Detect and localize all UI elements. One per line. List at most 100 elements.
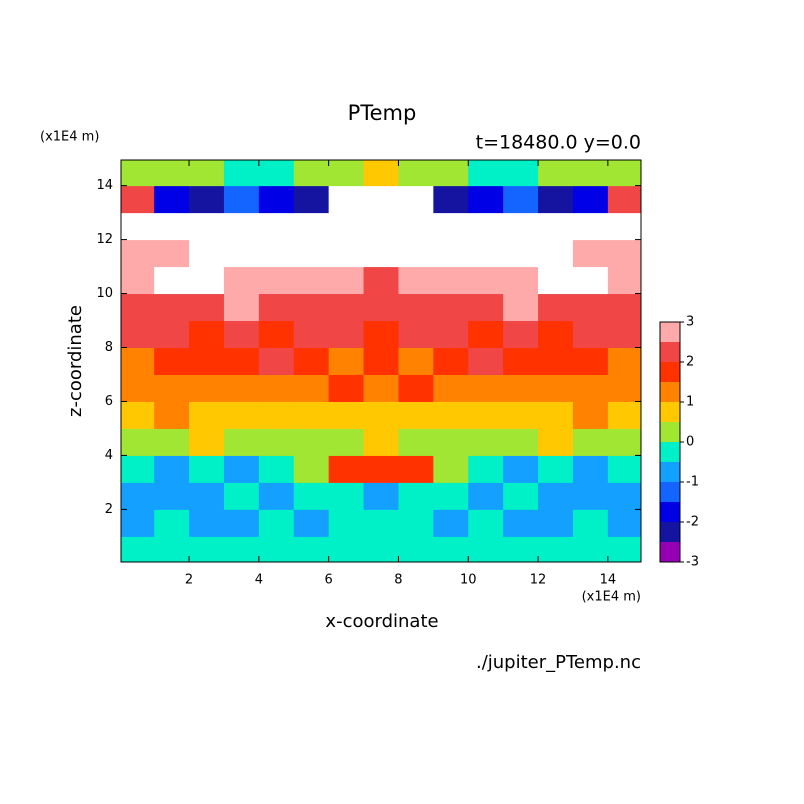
field-cell [607, 266, 641, 295]
field-cell [433, 266, 469, 295]
field-cell [328, 347, 365, 375]
field-cell [572, 320, 609, 349]
field-cell [468, 374, 504, 402]
field-cell [258, 482, 295, 510]
field-cell [538, 293, 574, 322]
field-cell [328, 428, 365, 456]
colorbar-tick-label: -2 [686, 515, 699, 530]
y-tick-label: 2 [105, 502, 113, 517]
x-tick-label: 6 [325, 573, 333, 588]
field-cell [189, 185, 225, 214]
field-cell [433, 455, 469, 483]
field-cell [538, 482, 574, 510]
colorbar-segment [660, 462, 680, 482]
colorbar-tick-label: 0 [686, 435, 694, 450]
field-cell [258, 266, 295, 295]
field-cell [363, 536, 399, 562]
field-cell [433, 185, 469, 214]
field-cell [398, 347, 434, 375]
field-cell [154, 536, 190, 562]
field-cell [258, 455, 295, 483]
colorbar-segment [660, 382, 680, 402]
field-cell [398, 455, 434, 483]
field-cell [607, 347, 641, 375]
x-tick-label: 10 [460, 573, 477, 588]
field-cell [572, 185, 609, 214]
field-cell [503, 320, 539, 349]
field-cell [433, 293, 469, 322]
field-cell [538, 185, 574, 214]
field-cell [607, 320, 641, 349]
field-cell [223, 536, 260, 562]
field-cell [121, 266, 155, 295]
field-cell [328, 212, 365, 241]
field-cell [433, 428, 469, 456]
field-cell [503, 266, 539, 295]
field-cell [607, 509, 641, 537]
field-cell [293, 239, 330, 268]
field-cell [572, 293, 609, 322]
field-cell [398, 428, 434, 456]
field-cell [572, 160, 609, 187]
y-axis-label: z-coordinate [65, 305, 86, 417]
field-cell [121, 428, 155, 456]
field-cell [121, 509, 155, 537]
field-cell [503, 160, 539, 187]
field-cell [189, 160, 225, 187]
field-cell [433, 239, 469, 268]
field-cell [121, 374, 155, 402]
colorbar-segment [660, 522, 680, 542]
field-cell [503, 212, 539, 241]
field-cell [154, 401, 190, 429]
y-unit: (x1E4 m) [40, 130, 99, 145]
field-cell [189, 536, 225, 562]
field-cell [503, 536, 539, 562]
field-cell [468, 428, 504, 456]
field-cell [258, 536, 295, 562]
y-tick-label: 4 [105, 448, 113, 463]
y-tick-label: 14 [96, 178, 113, 193]
field-cell [258, 293, 295, 322]
field-cell [223, 160, 260, 187]
field-cell [293, 160, 330, 187]
field-cell [293, 482, 330, 510]
field-cell [363, 293, 399, 322]
field-cell [154, 293, 190, 322]
field-cell [363, 239, 399, 268]
field-cell [189, 455, 225, 483]
field-cell [154, 428, 190, 456]
field [121, 160, 641, 562]
field-cell [607, 482, 641, 510]
field-cell [538, 212, 574, 241]
field-cell [398, 374, 434, 402]
field-cell [328, 266, 365, 295]
field-cell [121, 239, 155, 268]
plot-frame [120, 159, 642, 563]
field-cell [258, 160, 295, 187]
field-cell [328, 320, 365, 349]
field-cell [154, 239, 190, 268]
field-cell [433, 374, 469, 402]
field-cell [154, 185, 190, 214]
field-cell [293, 509, 330, 537]
field-cell [572, 374, 609, 402]
field-cell [258, 212, 295, 241]
field-cell [538, 401, 574, 429]
field-cell [572, 266, 609, 295]
field-cell [223, 293, 260, 322]
field-cell [538, 347, 574, 375]
field-cell [538, 536, 574, 562]
field-cell [363, 482, 399, 510]
colorbar-tick-label: -3 [686, 555, 699, 570]
field-cell [258, 185, 295, 214]
field-cell [189, 212, 225, 241]
field-cell [223, 347, 260, 375]
field-cell [154, 509, 190, 537]
field-cell [538, 455, 574, 483]
field-cell [503, 428, 539, 456]
field-cell [468, 482, 504, 510]
field-cell [328, 160, 365, 187]
field-cell [607, 428, 641, 456]
field-cell [433, 347, 469, 375]
field-cell [121, 455, 155, 483]
